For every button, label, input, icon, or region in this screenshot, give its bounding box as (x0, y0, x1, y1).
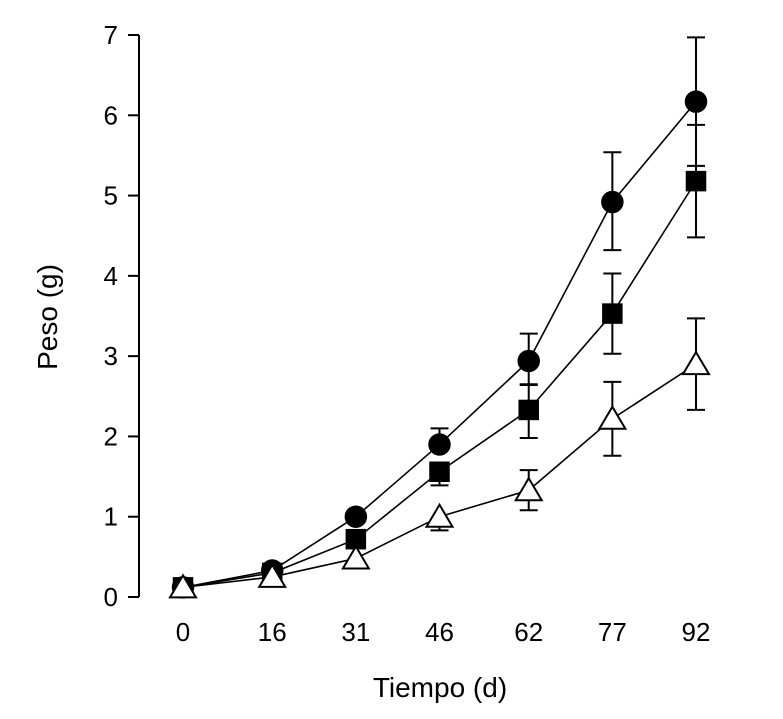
y-tick-label: 2 (104, 421, 118, 451)
data-point-triangle (341, 544, 371, 570)
data-point-square (685, 170, 707, 192)
data-point-triangle (597, 404, 628, 430)
x-tick-label: 0 (176, 617, 190, 647)
axes: 0 1 2 3 4 5 6 7 0 16 31 46 62 77 92 (104, 20, 711, 647)
x-axis-title: Tiempo (d) (373, 672, 507, 703)
x-tick-label: 92 (682, 617, 711, 647)
y-tick-label: 5 (104, 181, 118, 211)
x-tick-label: 46 (425, 617, 454, 647)
x-tick-label: 16 (258, 617, 287, 647)
x-tick-label: 62 (514, 617, 543, 647)
data-point-square (429, 461, 450, 483)
data-point-circle (517, 349, 540, 373)
y-axis-title: Peso (g) (32, 264, 63, 370)
data-point-triangle (257, 562, 287, 588)
y-tick-label: 3 (104, 341, 118, 371)
y-tick-label: 6 (104, 100, 118, 130)
data-point-triangle (513, 476, 544, 502)
x-tick-label: 77 (598, 617, 627, 647)
x-tick-label: 31 (341, 617, 370, 647)
data-point-circle (428, 433, 451, 456)
data-point-triangle (681, 350, 711, 376)
y-tick-label: 1 (104, 502, 118, 532)
data-point-circle (684, 90, 708, 113)
data-point-circle (601, 190, 624, 214)
data-point-square (518, 399, 539, 421)
plot-area (168, 36, 711, 599)
data-point-square (602, 303, 623, 324)
y-tick-label: 4 (104, 261, 118, 291)
data-point-circle (344, 505, 368, 528)
data-point-triangle (168, 573, 198, 599)
y-tick-label: 0 (104, 582, 118, 612)
data-point-triangle (424, 502, 455, 528)
y-tick-label: 7 (104, 20, 118, 50)
